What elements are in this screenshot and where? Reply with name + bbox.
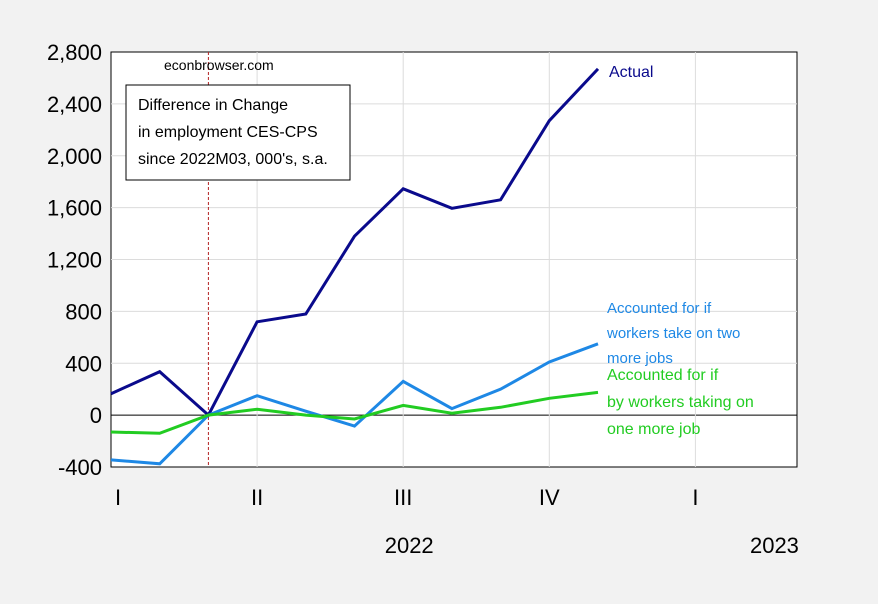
- x-tick-label: I: [692, 485, 698, 510]
- title-line-1: Difference in Change: [138, 97, 288, 114]
- title-line-3: since 2022M03, 000's, s.a.: [138, 151, 328, 168]
- title-line-2: in employment CES-CPS: [138, 124, 318, 141]
- series-label-3: Accounted for if: [607, 367, 719, 384]
- x-year-label: 2022: [385, 533, 434, 558]
- y-tick-label: 1,600: [47, 196, 102, 221]
- x-tick-label: I: [115, 485, 121, 510]
- watermark: econbrowser.com: [164, 57, 274, 73]
- series-label-2: workers take on two: [606, 325, 740, 342]
- y-tick-label: 800: [65, 299, 102, 324]
- x-tick-label: IV: [539, 485, 560, 510]
- x-tick-label: II: [251, 485, 263, 510]
- y-tick-label: 400: [65, 351, 102, 376]
- y-tick-label: 1,200: [47, 248, 102, 273]
- series-label-1: Actual: [609, 64, 653, 81]
- y-tick-label: 0: [90, 403, 102, 428]
- series-line-2: [110, 342, 599, 466]
- y-tick-label: -400: [58, 455, 102, 480]
- series-line-1: [110, 67, 600, 418]
- series-label-2: Accounted for if: [607, 300, 712, 317]
- x-tick-label: III: [394, 485, 412, 510]
- series-label-3: one more job: [607, 421, 700, 438]
- series-line-3: [110, 390, 599, 435]
- y-tick-label: 2,000: [47, 144, 102, 169]
- y-tick-label: 2,800: [47, 40, 102, 65]
- series-labels: Actual Accounted for if workers take on tw…: [606, 64, 754, 438]
- series-label-3: by workers taking on: [607, 394, 754, 411]
- series-lines: [110, 67, 600, 466]
- x-year-label: 2023: [750, 533, 799, 558]
- y-tick-label: 2,400: [47, 92, 102, 117]
- series-label-2: more jobs: [607, 350, 673, 367]
- title-box: [125, 84, 351, 181]
